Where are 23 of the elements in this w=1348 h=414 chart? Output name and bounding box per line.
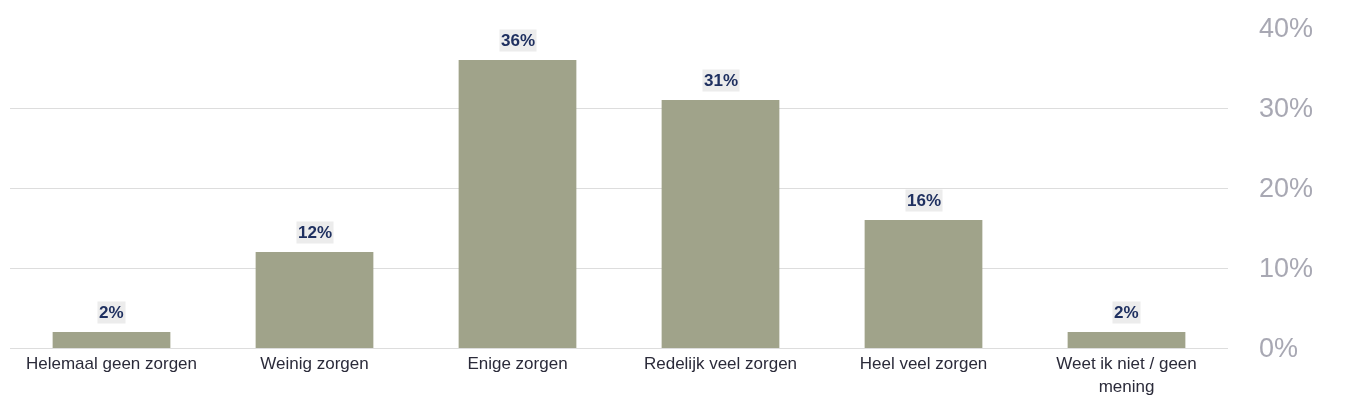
- data-label: 16%: [907, 191, 942, 210]
- data-label: 2%: [99, 303, 124, 322]
- bar: [661, 100, 780, 348]
- bar: [52, 332, 171, 348]
- y-tick-label: 30%: [1259, 93, 1314, 124]
- data-label: 2%: [1114, 303, 1139, 322]
- bar: [458, 60, 577, 348]
- y-tick-label: 40%: [1259, 13, 1314, 44]
- y-tick-label: 10%: [1259, 253, 1314, 284]
- bar: [864, 220, 983, 348]
- data-label: 36%: [501, 31, 536, 50]
- x-tick-label: Enige zorgen: [467, 354, 568, 374]
- data-label: 31%: [704, 71, 739, 90]
- x-tick-label: Heel veel zorgen: [859, 354, 988, 374]
- x-tick-label: Weinig zorgen: [260, 354, 369, 374]
- x-tick-label: Helemaal geen zorgen: [25, 354, 198, 374]
- x-tick-label: Weet ik niet / geen mening: [1056, 354, 1197, 396]
- bar: [1067, 332, 1186, 348]
- data-label: 12%: [298, 223, 333, 242]
- y-tick-label: 0%: [1259, 333, 1299, 364]
- x-tick-label: Redelijk veel zorgen: [643, 354, 798, 374]
- bar: [255, 252, 374, 348]
- y-tick-label: 20%: [1259, 173, 1314, 204]
